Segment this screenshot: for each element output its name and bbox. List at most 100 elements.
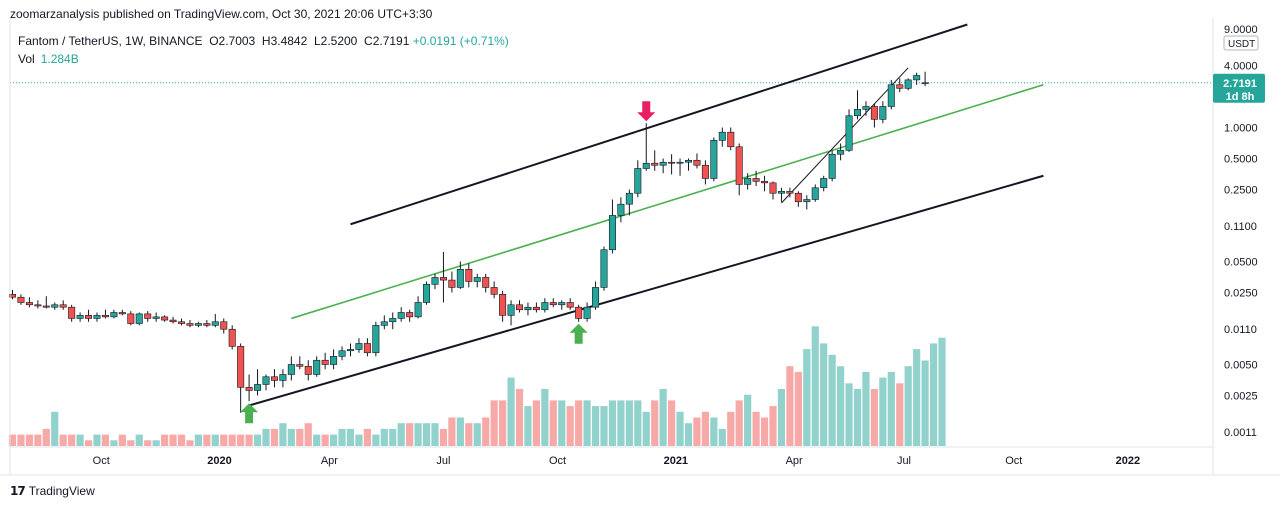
volume-bar	[313, 434, 321, 446]
candle-body	[211, 321, 219, 326]
volume-bar	[448, 417, 456, 446]
y-tick-label: 1.0000	[1224, 123, 1258, 135]
candle-body	[583, 306, 591, 319]
volume-bar	[118, 434, 126, 446]
y-tick-label: 0.0500	[1224, 257, 1258, 269]
volume-bar	[837, 366, 845, 446]
x-tick-label: Jul	[897, 455, 911, 467]
y-tick-label: 0.0050	[1224, 360, 1258, 372]
volume-bar	[583, 400, 591, 446]
candle-body	[549, 302, 557, 306]
tradingview-logo-icon: 17	[10, 484, 26, 498]
volume-bar	[777, 389, 786, 446]
footer-brand[interactable]: 17 TradingView	[10, 484, 95, 498]
candle-body	[380, 321, 388, 326]
volume-bar	[397, 423, 405, 446]
volume-bar	[752, 411, 760, 446]
axes-layer: 9.0000 4.0000 1.0000 0.5000 0.2500 0.1100 0.05…	[0, 18, 1280, 476]
x-tick-label: Oct	[549, 455, 566, 467]
volume-bar	[684, 423, 693, 446]
volume-bar	[727, 411, 735, 446]
candle-body	[431, 277, 439, 285]
candle-body	[887, 84, 895, 107]
candle-body	[414, 302, 422, 318]
volume-value: 1.284B	[40, 52, 79, 66]
volume-bar	[608, 400, 617, 446]
volume-bar	[845, 383, 853, 446]
candle-body	[363, 343, 371, 354]
candle-body	[245, 387, 253, 391]
y-tick-label: 0.0110	[1224, 324, 1257, 336]
candle-body	[178, 321, 186, 324]
volume-bar	[786, 366, 794, 446]
candle-body	[744, 178, 752, 185]
candle-body	[270, 376, 278, 381]
ohlc-high-label: H	[261, 34, 271, 48]
volume-bar	[558, 400, 566, 446]
volume-bar	[499, 400, 507, 446]
candle-body	[228, 328, 236, 347]
volume-bar	[406, 423, 414, 446]
volume-bar	[321, 434, 329, 446]
candle-body	[701, 164, 709, 179]
candle-body	[279, 374, 287, 381]
x-tick-label: 2021	[664, 455, 688, 467]
x-tick-label: Apr	[786, 455, 803, 467]
volume-bar	[228, 434, 236, 446]
volume-bar	[473, 423, 481, 446]
volume-bar	[203, 434, 211, 446]
candle-body	[769, 182, 777, 194]
volume-bar	[744, 394, 752, 446]
volume-bar	[296, 428, 304, 446]
volume-bar	[169, 434, 177, 446]
candle-body	[592, 287, 600, 308]
candle-body	[651, 162, 659, 166]
volume-bar	[625, 400, 633, 446]
volume-bar	[220, 434, 228, 446]
candle-body	[642, 162, 650, 169]
candle-body	[735, 146, 743, 185]
volume-bar	[904, 366, 912, 446]
candle-body	[346, 349, 354, 352]
volume-bar	[591, 406, 600, 446]
volume-bar	[600, 406, 608, 446]
candle-body	[575, 306, 583, 319]
candle-body	[110, 312, 118, 318]
volume-bar	[879, 377, 887, 446]
candle-body	[465, 269, 473, 282]
price-badge-countdown: 1d 8h	[1226, 91, 1255, 103]
volume-bar	[794, 371, 802, 446]
volume-bar	[380, 428, 388, 446]
ohlc-open-label: O	[209, 34, 219, 48]
candle-body	[17, 296, 25, 303]
candle-body	[896, 84, 904, 89]
volume-bar	[135, 434, 143, 446]
candle-body	[42, 305, 50, 308]
candle-body	[600, 249, 608, 288]
candle-body	[566, 302, 574, 308]
x-tick-label: 2020	[207, 455, 231, 467]
volume-bar	[701, 411, 709, 446]
candle-body	[532, 306, 540, 311]
arrows-layer	[240, 101, 656, 424]
volume-bar	[279, 423, 287, 446]
candles-layer	[9, 71, 929, 413]
candle-body	[237, 346, 245, 388]
volume-bar	[338, 428, 346, 446]
volume-bar	[811, 326, 819, 446]
ohlc-low-label: L	[313, 34, 321, 48]
volume-bar	[431, 423, 439, 446]
volume-bar	[929, 343, 938, 446]
volume-bar	[304, 423, 312, 446]
trendlines-layer	[248, 23, 1044, 407]
volume-bar	[668, 400, 676, 446]
volume-bar	[84, 440, 93, 446]
y-tick-label: 4.0000	[1224, 60, 1258, 72]
volume-bar	[34, 434, 42, 446]
volume-bar	[253, 434, 262, 446]
candle-body	[287, 364, 295, 375]
candle-body	[879, 106, 887, 120]
volume-bar	[389, 428, 397, 446]
volume-bar	[896, 383, 904, 446]
